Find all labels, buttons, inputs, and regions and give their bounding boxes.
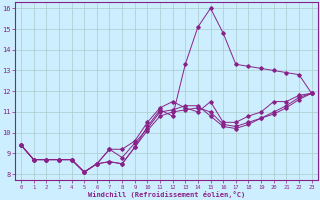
X-axis label: Windchill (Refroidissement éolien,°C): Windchill (Refroidissement éolien,°C): [88, 191, 245, 198]
